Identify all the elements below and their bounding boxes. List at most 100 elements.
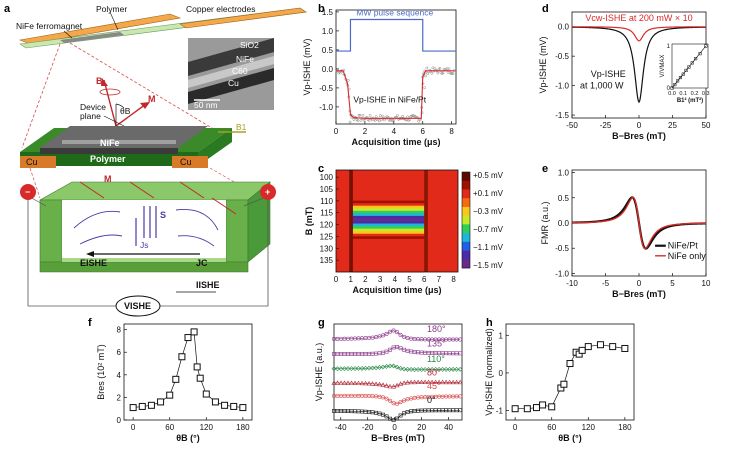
heatmap-band	[352, 182, 425, 186]
vp-point	[388, 329, 393, 334]
y-tick-label: 1.0	[322, 27, 334, 36]
zoom-line-2-left	[29, 167, 41, 199]
x-axis-label: B−Bres (mT)	[371, 433, 425, 443]
chart-f: 0 60 120 180 0 2 4 6 8 θB (°) Bres (10² mT)	[96, 323, 253, 443]
y-tick-label: 0.5	[322, 46, 334, 55]
x-tick-label: 0	[334, 127, 339, 136]
vp-point	[345, 366, 351, 372]
heatmap-band	[352, 208, 425, 212]
trace-point	[425, 66, 429, 70]
bres-point	[166, 391, 174, 399]
vp-point	[374, 410, 378, 415]
heatmap-band	[352, 231, 425, 235]
inset-point	[684, 68, 688, 72]
vp-norm-point	[609, 343, 617, 351]
vp-point	[381, 412, 385, 417]
nife-bar-front	[40, 148, 178, 154]
vp-point	[433, 367, 439, 372]
zoom-line-right	[69, 42, 233, 141]
y-axis-label: Vp-ISHE (mV)	[538, 36, 548, 93]
tem-nife: NiFe	[236, 54, 254, 64]
x-tick-label: 0	[392, 423, 397, 432]
x-axis-label: B−Bres (mT)	[612, 289, 666, 299]
pointer-line	[63, 30, 73, 39]
y-tick-label: -1.0	[555, 82, 569, 91]
label-cu-right: Cu	[180, 157, 192, 167]
vp-point	[388, 416, 392, 421]
panel-label-b: b	[318, 3, 325, 15]
vp-point	[409, 409, 413, 414]
y-axis-label: Vp-ISHE (normalized)	[484, 328, 494, 416]
panel-label-c: c	[318, 163, 324, 175]
y-tick-label: -1.0	[555, 269, 569, 278]
vp-point	[384, 331, 389, 336]
vp-point	[370, 381, 376, 386]
trace-point	[438, 67, 442, 70]
y-axis-label: Vp-ISHE (mV)	[302, 38, 312, 95]
vp-point	[342, 352, 347, 356]
vp-point	[341, 380, 348, 385]
trace-point	[396, 114, 399, 117]
spin-arcs	[73, 208, 219, 247]
heatmap-band	[352, 261, 425, 265]
heatmap-band	[352, 200, 425, 204]
bres-point	[184, 334, 192, 342]
vp-point	[454, 351, 459, 356]
vp-point	[370, 410, 375, 415]
bres-point	[202, 390, 210, 398]
vp-point	[395, 416, 399, 421]
label-nife-ferromagnet: NiFe ferromagnet	[16, 21, 83, 31]
x-tick-label: 8	[451, 275, 456, 284]
m-arrows	[79, 181, 237, 215]
x-tick-label: 6	[422, 275, 427, 284]
vp-point	[332, 408, 336, 413]
heatmap-band	[352, 221, 425, 224]
series-label: 135°	[427, 339, 446, 349]
y-tick-label: 1.0	[558, 169, 570, 178]
heatmap-band	[352, 192, 425, 196]
vp-point	[349, 352, 354, 356]
vp-point	[419, 367, 425, 372]
bres-point	[190, 328, 198, 336]
x-axis-label: θB (°)	[176, 433, 199, 443]
x-tick-label: -50	[566, 121, 578, 130]
cu-block-right	[172, 156, 208, 168]
vp-point	[401, 366, 407, 372]
vp-point	[395, 330, 400, 335]
tem-sio2: SiO2	[240, 40, 259, 50]
bres-point	[178, 353, 186, 361]
heatmap-band	[352, 251, 425, 255]
inset-point	[678, 75, 682, 80]
vp-point	[422, 379, 428, 385]
vp-point	[447, 351, 452, 356]
vp-point	[401, 380, 407, 385]
vp-point	[458, 351, 463, 356]
colorbar-segment	[462, 198, 470, 208]
vp-point	[366, 365, 372, 371]
vp-point	[345, 380, 351, 385]
trace-point	[352, 118, 356, 122]
trace-point	[392, 119, 395, 123]
vp-point	[367, 410, 371, 414]
trace-point	[380, 114, 384, 118]
vp-point	[353, 409, 357, 414]
y-axis-label: Vp-ISHE (a.u.)	[314, 343, 324, 402]
vp-point	[384, 396, 389, 401]
plus-terminal	[260, 184, 276, 200]
label-eishe: EISHE	[80, 258, 107, 268]
bres-line	[133, 331, 243, 408]
frame-top	[38, 181, 271, 201]
vp-curve-2	[333, 365, 461, 370]
vp-point	[391, 328, 396, 333]
device-plane-pointer	[103, 115, 125, 127]
vp-point	[419, 408, 424, 413]
vp-point	[388, 398, 393, 403]
vp-point	[402, 334, 407, 339]
vp-point	[349, 409, 354, 414]
copper-strip	[18, 13, 182, 45]
vp-point	[440, 351, 445, 356]
trace-point	[368, 113, 372, 117]
vp-point	[443, 379, 449, 385]
x-tick-label: 0	[637, 121, 642, 130]
vp-point	[412, 409, 417, 413]
